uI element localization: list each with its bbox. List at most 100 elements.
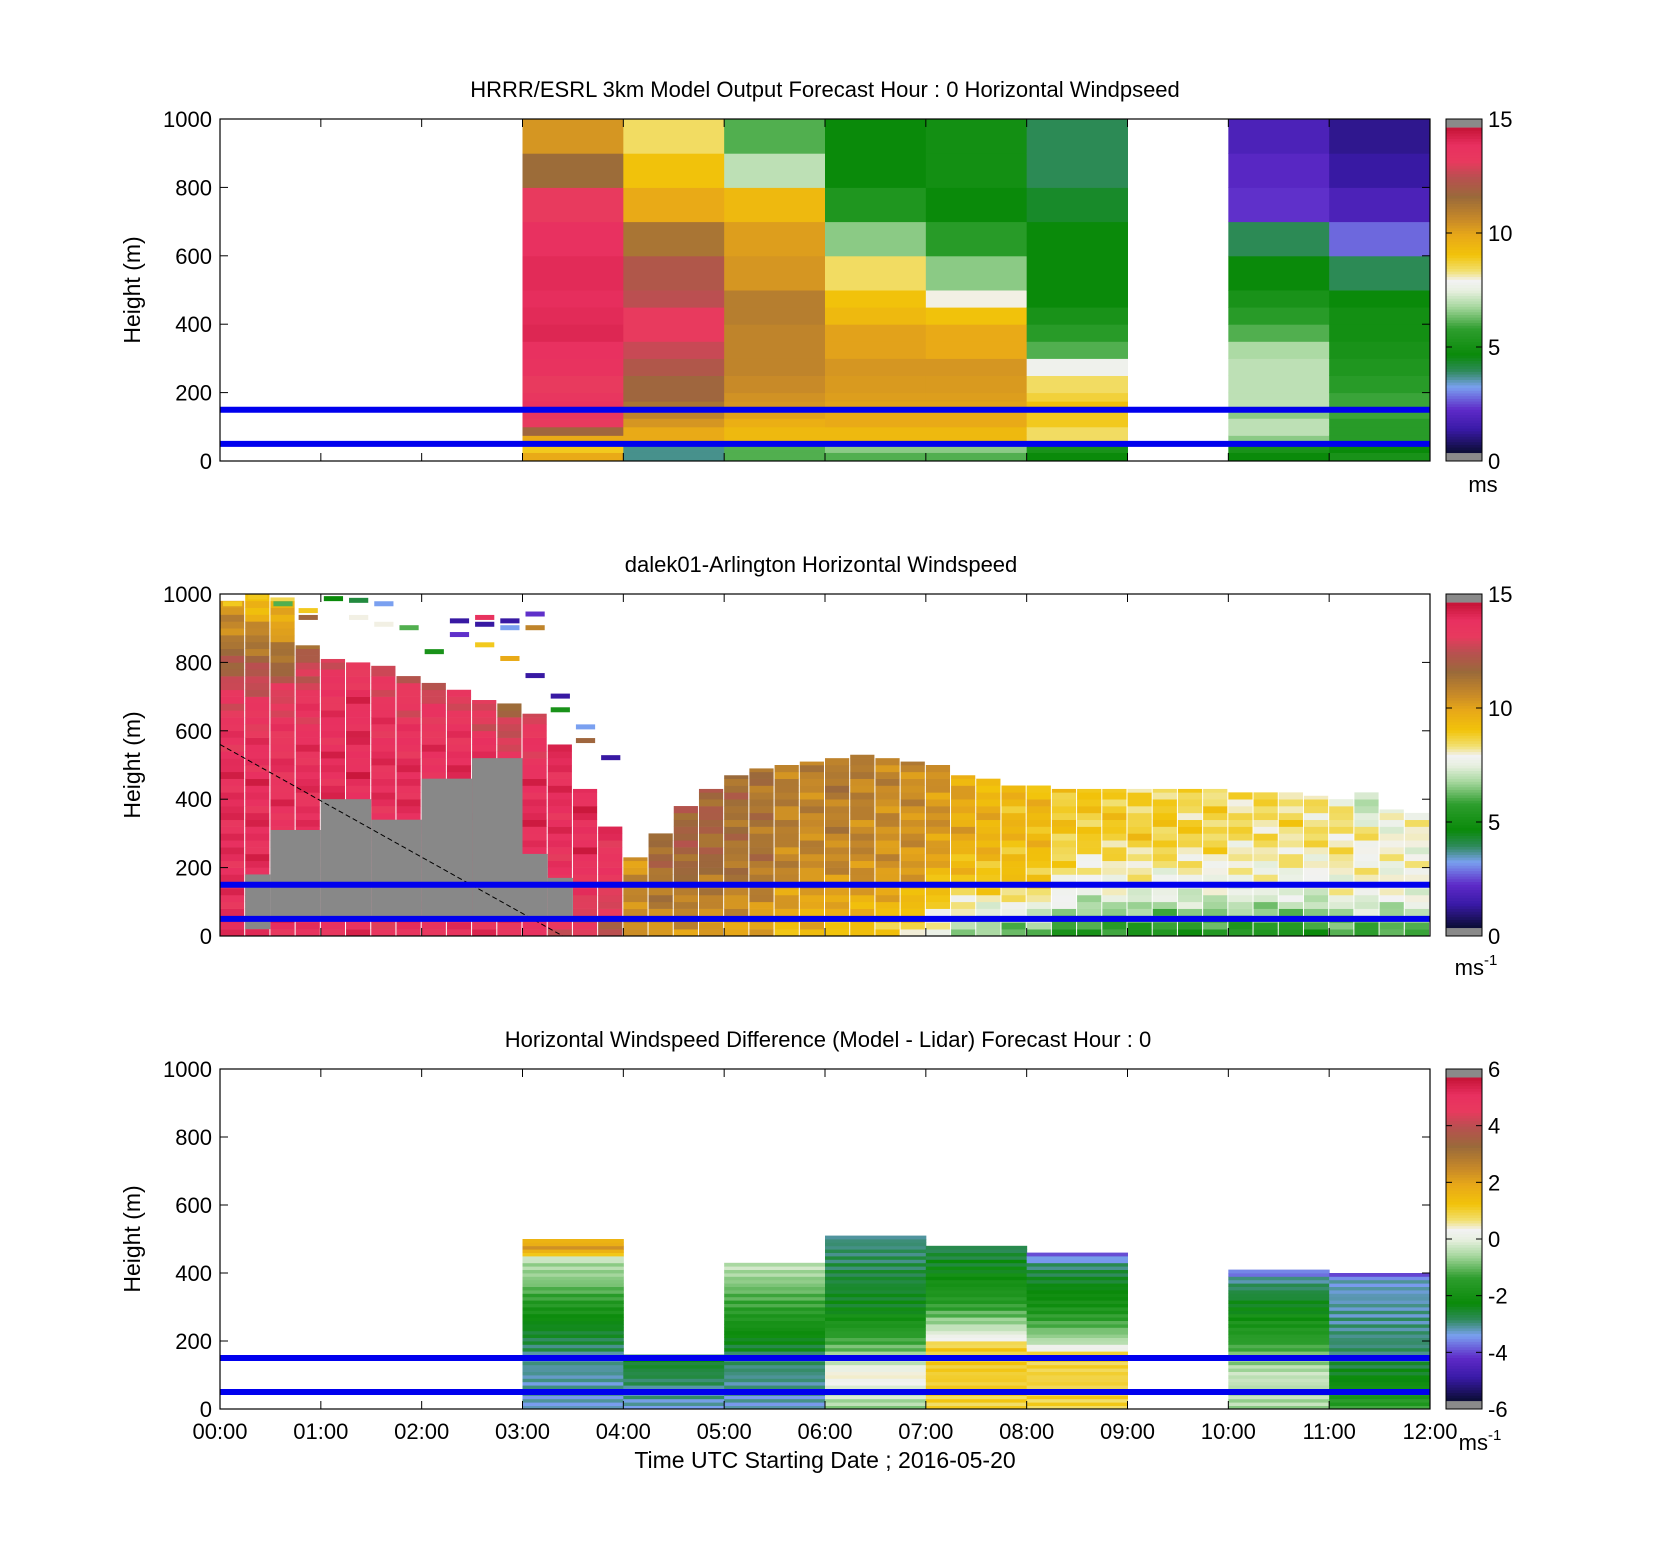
lidar-cell xyxy=(673,867,698,875)
lidar-upper-streak xyxy=(349,597,369,603)
colorbar-segment xyxy=(1446,1252,1482,1256)
lidar-cell xyxy=(572,819,598,827)
model-cell xyxy=(925,307,1028,325)
lidar-cell xyxy=(346,929,371,936)
lidar-cell xyxy=(749,792,774,800)
lidar-cell xyxy=(320,771,346,779)
lidar-cell xyxy=(1329,833,1354,841)
lidar-cell xyxy=(749,840,774,848)
difference-cell xyxy=(825,1286,927,1291)
colorbar-segment xyxy=(1446,1179,1482,1184)
lidar-cell xyxy=(1077,826,1102,834)
lidar-cell xyxy=(270,696,295,704)
lidar-cell xyxy=(1152,847,1177,855)
difference-cell xyxy=(724,1402,826,1406)
lidar-cell xyxy=(220,888,245,896)
model-cell xyxy=(1228,187,1330,223)
lidar-cell xyxy=(925,806,951,814)
difference-cell xyxy=(1026,1351,1128,1355)
lidar-cell xyxy=(749,778,774,786)
colorbar-segment xyxy=(1446,905,1482,910)
lidar-cell xyxy=(270,628,295,636)
lidar-cell xyxy=(875,867,900,875)
lidar-cell xyxy=(774,799,799,807)
lidar-cell xyxy=(1001,833,1026,841)
model-cell xyxy=(724,290,826,308)
lidar-cell xyxy=(1127,799,1152,807)
lidar-cell xyxy=(371,682,396,691)
colorbar-segment xyxy=(1446,762,1482,766)
lidar-cell xyxy=(825,819,850,827)
lidar-cell xyxy=(1077,799,1102,807)
lidar-cell xyxy=(547,799,572,807)
colorbar-segment xyxy=(1446,1077,1482,1081)
model-cell xyxy=(825,358,927,376)
difference-cell xyxy=(925,1276,1028,1281)
colorbar-segment xyxy=(1446,1198,1482,1202)
lidar-cell xyxy=(1354,860,1379,868)
lidar-cell xyxy=(220,655,245,663)
colorbar-segment xyxy=(1446,816,1482,820)
colorbar-segment xyxy=(1446,243,1482,248)
lidar-cell xyxy=(951,826,976,834)
lidar-cell xyxy=(1354,812,1379,821)
difference-cell xyxy=(1228,1327,1330,1332)
lidar-cell xyxy=(1303,840,1329,848)
colorbar-segment xyxy=(1446,648,1482,652)
lidar-cell xyxy=(295,682,320,691)
lidar-cell xyxy=(1278,908,1303,916)
lidar-cell xyxy=(976,922,1001,930)
colorbar-segment xyxy=(1446,1115,1482,1119)
y-tick-label: 600 xyxy=(175,244,212,269)
y-tick-label: 200 xyxy=(175,1329,212,1354)
difference-cell xyxy=(1329,1371,1430,1376)
lidar-cell xyxy=(925,908,951,916)
difference-cell xyxy=(1228,1341,1330,1345)
lidar-cell xyxy=(1051,853,1077,862)
lidar-cell xyxy=(1228,840,1253,848)
lidar-cell xyxy=(749,847,774,855)
lidar-cell xyxy=(1404,874,1429,882)
lidar-cell xyxy=(270,662,295,670)
model-cell xyxy=(623,443,725,453)
lidar-cell xyxy=(1102,833,1127,841)
lidar-cell xyxy=(320,723,346,732)
colorbar-segment xyxy=(1446,838,1482,842)
lidar-cell xyxy=(1001,812,1026,821)
lidar-cell xyxy=(547,771,572,779)
colorbar-segment xyxy=(1446,859,1482,864)
lidar-upper-streak xyxy=(525,673,545,679)
lidar-cell xyxy=(1303,860,1329,868)
colorbar-segment xyxy=(1446,257,1482,261)
lidar-cell xyxy=(1026,874,1051,882)
lidar-cell xyxy=(1278,922,1303,930)
colorbar-tick-label: 0 xyxy=(1488,449,1500,474)
model-cell xyxy=(1026,307,1128,325)
lidar-cell xyxy=(1203,847,1228,855)
model-cell xyxy=(623,358,725,376)
lidar-cell xyxy=(522,744,547,752)
difference-cell xyxy=(623,1402,725,1406)
model-cell xyxy=(1228,418,1330,428)
colorbar-segment xyxy=(1446,330,1482,334)
colorbar-segment xyxy=(1446,911,1482,915)
difference-cell xyxy=(1026,1341,1128,1345)
lidar-cell xyxy=(925,888,951,896)
model-cell xyxy=(825,221,927,257)
lidar-cell xyxy=(371,812,396,821)
model-cell xyxy=(1026,443,1128,453)
lidar-cell xyxy=(1102,788,1127,793)
model-cell xyxy=(1026,290,1128,308)
difference-cell xyxy=(825,1307,927,1311)
lidar-cell xyxy=(774,888,799,896)
lidar-cell xyxy=(1152,819,1177,827)
model-cell xyxy=(623,375,725,394)
colorbar-segment xyxy=(1446,268,1482,272)
lidar-cell xyxy=(220,662,245,670)
lidar-cell xyxy=(245,792,270,800)
lidar-cell xyxy=(1001,847,1026,855)
difference-cell xyxy=(1329,1300,1430,1304)
lidar-cell xyxy=(850,894,875,903)
lidar-cell xyxy=(724,929,749,936)
